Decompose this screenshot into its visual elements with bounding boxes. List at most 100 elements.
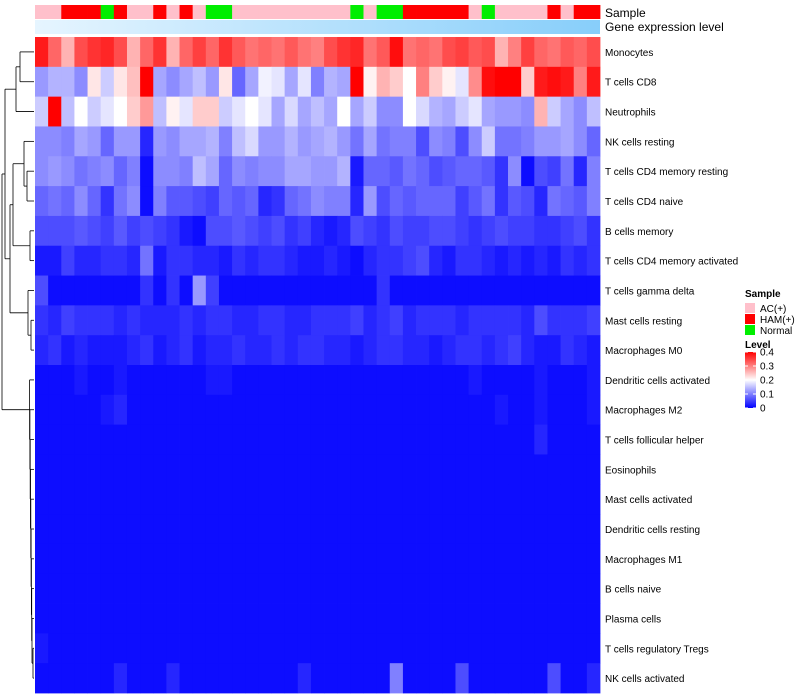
heatmap-cell xyxy=(179,543,194,575)
heatmap-cell xyxy=(140,186,154,217)
heatmap-cell xyxy=(337,126,351,157)
heatmap-cell xyxy=(573,454,588,485)
heatmap-cell xyxy=(494,335,509,366)
heatmap-cell xyxy=(481,156,496,187)
heatmap-cell xyxy=(153,96,167,127)
heatmap-cell xyxy=(179,245,194,276)
heatmap-cell xyxy=(284,603,299,634)
heatmap-cell xyxy=(442,394,456,426)
heatmap-cell xyxy=(376,275,391,306)
heatmap-cell xyxy=(297,424,312,455)
sample-annotation-bar xyxy=(35,5,601,19)
heatmap-cell xyxy=(337,424,351,455)
heatmap-cell xyxy=(508,424,522,455)
sample-annotation-cell xyxy=(140,5,154,19)
heatmap-cell xyxy=(205,156,220,187)
heatmap-cell xyxy=(416,365,430,396)
heatmap-cell xyxy=(140,633,154,664)
heatmap-cell xyxy=(192,603,207,634)
heatmap-cell xyxy=(61,603,75,634)
heatmap-cell xyxy=(350,96,364,127)
heatmap-cell xyxy=(192,126,207,157)
heatmap-cell xyxy=(521,335,535,366)
heatmap-cell xyxy=(74,663,88,694)
heatmap-cell xyxy=(218,275,233,306)
heatmap-cell xyxy=(494,275,509,306)
heatmap-cell xyxy=(560,245,575,276)
heatmap-cell xyxy=(166,394,180,426)
heatmap-cell xyxy=(429,603,443,634)
heatmap-cell xyxy=(310,573,325,604)
heatmap-cell xyxy=(376,514,391,545)
sample-annotation-cell xyxy=(402,5,417,19)
heatmap-cell xyxy=(284,66,299,98)
heatmap-cell xyxy=(534,305,548,336)
heatmap-cell xyxy=(337,454,351,485)
heatmap-cell xyxy=(429,573,443,604)
heatmap-cell xyxy=(508,215,522,247)
heatmap-cell xyxy=(245,573,259,604)
gene-annotation-label: Gene expression level xyxy=(605,20,724,34)
heatmap-cell xyxy=(35,573,49,604)
heatmap-cell xyxy=(284,633,299,664)
heatmap-cell xyxy=(324,96,338,127)
heatmap-cell xyxy=(126,633,141,664)
row-label: Macrophages M1 xyxy=(605,555,683,566)
heatmap-cell xyxy=(74,186,88,217)
heatmap-cell xyxy=(508,573,522,604)
heatmap-cell xyxy=(416,37,430,68)
heatmap-cell xyxy=(245,275,259,306)
heatmap-cell xyxy=(402,66,417,98)
heatmap-cell xyxy=(455,394,470,426)
heatmap-cell xyxy=(126,186,141,217)
heatmap-cell xyxy=(508,126,522,157)
heatmap-cell xyxy=(560,156,575,187)
heatmap-cell xyxy=(586,424,601,455)
heatmap-cell xyxy=(455,633,470,664)
heatmap-cell xyxy=(376,66,391,98)
heatmap-cell xyxy=(258,424,272,455)
heatmap-cell xyxy=(113,37,128,68)
heatmap-cell xyxy=(192,484,207,515)
heatmap-cell xyxy=(218,514,233,545)
heatmap-cell xyxy=(547,394,561,426)
heatmap-cell xyxy=(258,186,272,217)
heatmap-cell xyxy=(363,633,378,664)
heatmap-cell xyxy=(205,484,220,515)
heatmap-cell xyxy=(337,394,351,426)
heatmap-cell xyxy=(87,335,102,366)
heatmap-cell xyxy=(468,37,483,68)
heatmap-cell xyxy=(245,365,259,396)
heatmap-cell xyxy=(481,37,496,68)
heatmap-cell xyxy=(166,454,180,485)
heatmap-cell xyxy=(284,37,299,68)
heatmap-cell xyxy=(508,603,522,634)
heatmap-cell xyxy=(363,96,378,127)
row-label: T cells regulatory Tregs xyxy=(605,644,709,655)
heatmap-cell xyxy=(87,663,102,694)
heatmap-cell xyxy=(560,66,575,98)
heatmap-cell xyxy=(324,275,338,306)
heatmap-cell xyxy=(521,66,535,98)
heatmap-cell xyxy=(534,424,548,455)
heatmap-cell xyxy=(455,37,470,68)
heatmap-cell xyxy=(481,454,496,485)
heatmap-cell xyxy=(481,245,496,276)
heatmap-cell xyxy=(166,663,180,694)
heatmap-cell xyxy=(337,245,351,276)
heatmap-cell xyxy=(521,454,535,485)
heatmap-cell xyxy=(126,275,141,306)
heatmap-cell xyxy=(429,514,443,545)
heatmap-cell xyxy=(402,335,417,366)
heatmap-cell xyxy=(61,365,75,396)
sample-annotation-cell xyxy=(205,5,220,19)
heatmap-cell xyxy=(402,245,417,276)
heatmap-cell xyxy=(87,275,102,306)
heatmap-cell xyxy=(560,305,575,336)
heatmap-cell xyxy=(494,126,509,157)
heatmap-cell xyxy=(218,573,233,604)
heatmap-cell xyxy=(521,514,535,545)
sample-legend-label: AC(+) xyxy=(760,304,786,315)
heatmap-cell xyxy=(389,275,404,306)
heatmap-cell xyxy=(271,96,286,127)
